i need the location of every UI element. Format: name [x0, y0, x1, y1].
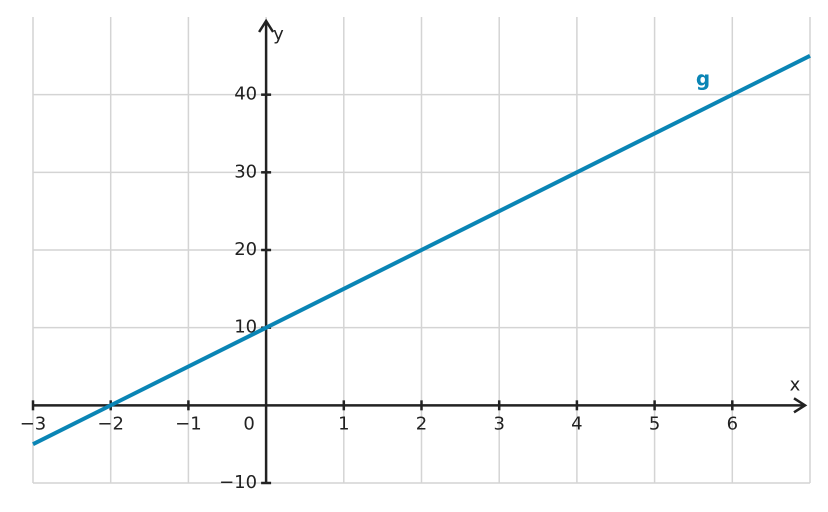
x-axis-arrow	[793, 397, 808, 414]
y-tick-label: −10	[219, 472, 257, 493]
x-tick-label: 6	[727, 413, 738, 434]
y-axis-label: y	[273, 24, 284, 45]
x-tick-label: 3	[493, 413, 504, 434]
function-line	[32, 54, 811, 446]
x-axis-label: x	[790, 374, 801, 395]
y-axis-arrow	[258, 18, 275, 33]
y-tick-label: 30	[234, 161, 257, 182]
x-tick-label: −2	[97, 413, 124, 434]
y-tick-label: 10	[234, 317, 257, 338]
y-tick-label: 20	[234, 239, 257, 260]
x-tick-label: 1	[338, 413, 349, 434]
x-tick-label: 4	[571, 413, 582, 434]
legend-label: g	[696, 67, 710, 91]
x-tick-label: −3	[20, 413, 47, 434]
x-tick-label: 0	[243, 413, 254, 434]
x-tick-label: −1	[175, 413, 202, 434]
x-tick-label: 5	[649, 413, 660, 434]
marks: g	[32, 54, 811, 446]
y-tick-label: 40	[234, 84, 257, 105]
x-tick-label: 2	[416, 413, 427, 434]
